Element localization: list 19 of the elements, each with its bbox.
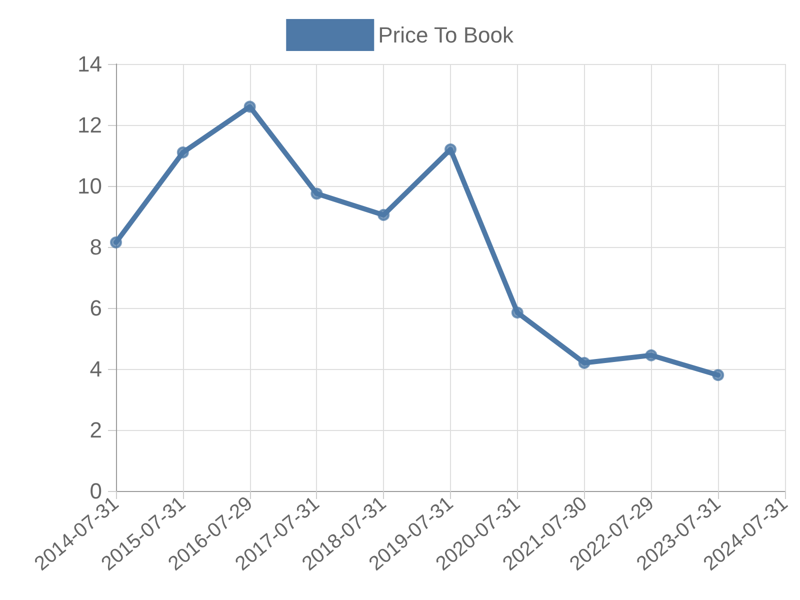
- point: [511, 306, 524, 319]
- point: [578, 356, 590, 369]
- point: [378, 208, 390, 221]
- point: [712, 369, 724, 382]
- y-tick-label: 6: [90, 296, 102, 320]
- point: [244, 100, 256, 113]
- point: [645, 349, 658, 362]
- point: [444, 143, 456, 156]
- point: [176, 146, 189, 158]
- point: [110, 236, 122, 248]
- y-tick-label: 10: [78, 174, 102, 198]
- point: [310, 188, 323, 200]
- y-tick-label: 4: [90, 356, 102, 382]
- y-tick-label: 8: [90, 234, 102, 260]
- y-tick-label: 14: [78, 52, 102, 76]
- y-tick-label: 2: [90, 418, 102, 442]
- y-tick-label: 0: [90, 478, 102, 504]
- y-tick-label: 12: [78, 112, 102, 138]
- legend-label: Price To Book: [378, 22, 514, 48]
